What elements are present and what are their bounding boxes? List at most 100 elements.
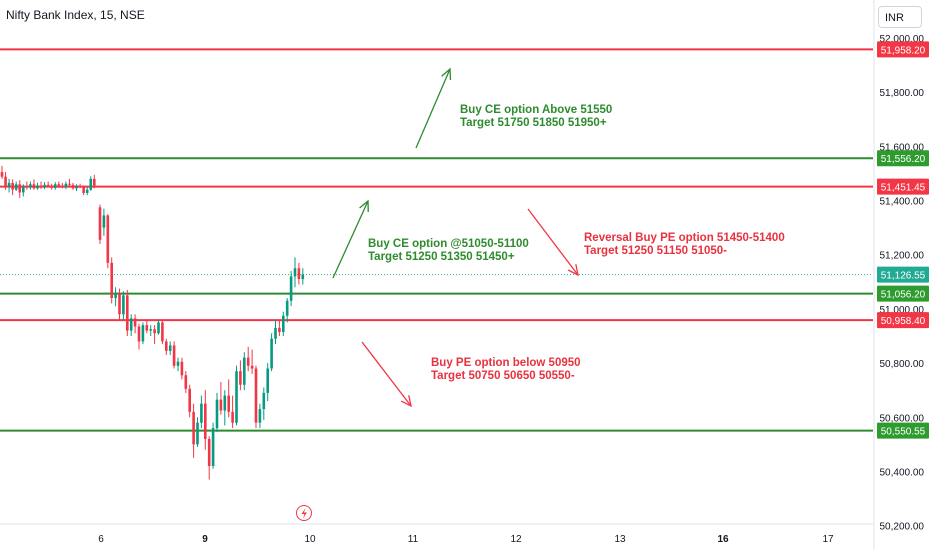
candle [223, 390, 227, 426]
arrow-shaft [415, 68, 451, 149]
annotation-text: Target 51250 51150 51050- [584, 245, 727, 257]
candle [114, 287, 117, 307]
candle [64, 181, 68, 190]
candle [137, 323, 141, 350]
candle [39, 181, 43, 189]
candle-body [215, 399, 219, 429]
candle-body [250, 365, 254, 369]
candle-body [98, 207, 102, 240]
candle [18, 180, 22, 198]
time-axis[interactable]: 6 9 10 11 12 13 16 17 [98, 505, 834, 546]
candle-body [172, 345, 176, 366]
candle [53, 182, 57, 190]
candle [50, 183, 53, 190]
candle-body [219, 399, 223, 411]
candle-body [161, 322, 164, 342]
candle [235, 365, 238, 426]
candle-body [71, 184, 75, 189]
candle [180, 357, 184, 380]
symbol-title[interactable]: Nifty Bank Index, 15, NSE [6, 8, 145, 22]
candle [14, 181, 18, 192]
candle [61, 182, 64, 189]
candle-body [282, 315, 285, 332]
candle-body [43, 184, 46, 187]
level-tag [877, 285, 929, 302]
price-tick-label: 50,800.00 [880, 359, 925, 370]
candle [289, 270, 293, 307]
arrows [332, 67, 579, 408]
candle [246, 346, 250, 372]
candle [32, 179, 36, 190]
candle [192, 403, 195, 458]
candle-body [36, 185, 39, 189]
candle [85, 186, 89, 196]
candle [184, 371, 188, 393]
candle-body [149, 329, 152, 331]
price-tick-label: 52,000.00 [880, 34, 925, 45]
candle [78, 183, 82, 189]
candle [200, 395, 203, 429]
candle-body [239, 371, 242, 385]
candle [75, 184, 78, 192]
candle-body [85, 189, 89, 193]
candle-body [285, 300, 289, 316]
candle [227, 379, 230, 418]
candle [29, 181, 32, 190]
price-tick-label: 50,200.00 [880, 522, 925, 533]
current-price-tag [877, 266, 929, 283]
candle [126, 289, 129, 336]
candle-body [235, 371, 238, 423]
candle-body [153, 329, 156, 334]
candle [71, 182, 75, 190]
price-tick-label: 51,800.00 [880, 88, 925, 99]
annotation-text: Buy PE option below 50950 [431, 357, 581, 369]
annotation-text: Target 50750 50650 50550- [431, 370, 575, 382]
arrow-shaft [527, 208, 579, 276]
current-price-label: 51,126.55 [881, 271, 926, 282]
candle [129, 314, 133, 336]
candle-body [176, 361, 180, 366]
candle-body [106, 215, 110, 263]
price-tick-label: 51,000.00 [880, 305, 925, 316]
arrow-head [441, 67, 452, 81]
candle [165, 338, 168, 355]
candle [176, 357, 180, 372]
candle-body [168, 345, 172, 351]
currency-button[interactable]: INR [878, 6, 922, 28]
candle-body [207, 438, 211, 467]
candle [89, 176, 93, 191]
annotation-text: Target 51250 51350 51450+ [368, 251, 515, 263]
time-tick-label: 13 [614, 534, 626, 545]
candle [250, 349, 254, 374]
arrow-shaft [332, 200, 369, 279]
candle [297, 262, 301, 285]
candle-body [188, 388, 191, 412]
candle-body [278, 327, 281, 332]
candle [243, 352, 246, 391]
arrow-shaft [361, 341, 412, 407]
candle-body [114, 292, 117, 299]
candle [36, 182, 39, 190]
candle-body [141, 325, 145, 342]
price-axis[interactable]: 52,000.00 51,800.00 51,600.00 51,400.00 51,2… [877, 34, 929, 533]
candle [266, 363, 269, 402]
level-tag [877, 150, 929, 167]
candle-body [57, 184, 61, 186]
candle-body [274, 327, 277, 339]
candle [22, 184, 25, 197]
candle-body [4, 176, 7, 187]
candle-body [293, 268, 297, 277]
candle-body [75, 186, 78, 189]
candle [239, 360, 242, 391]
candle-body [11, 182, 14, 190]
candle-body [118, 292, 121, 315]
candle [46, 181, 50, 188]
candle [4, 172, 7, 190]
candle [278, 319, 281, 336]
candle [285, 298, 289, 323]
lightning-icon [296, 505, 312, 521]
candle [57, 181, 61, 188]
candle [82, 185, 85, 196]
candle-body [196, 422, 199, 445]
